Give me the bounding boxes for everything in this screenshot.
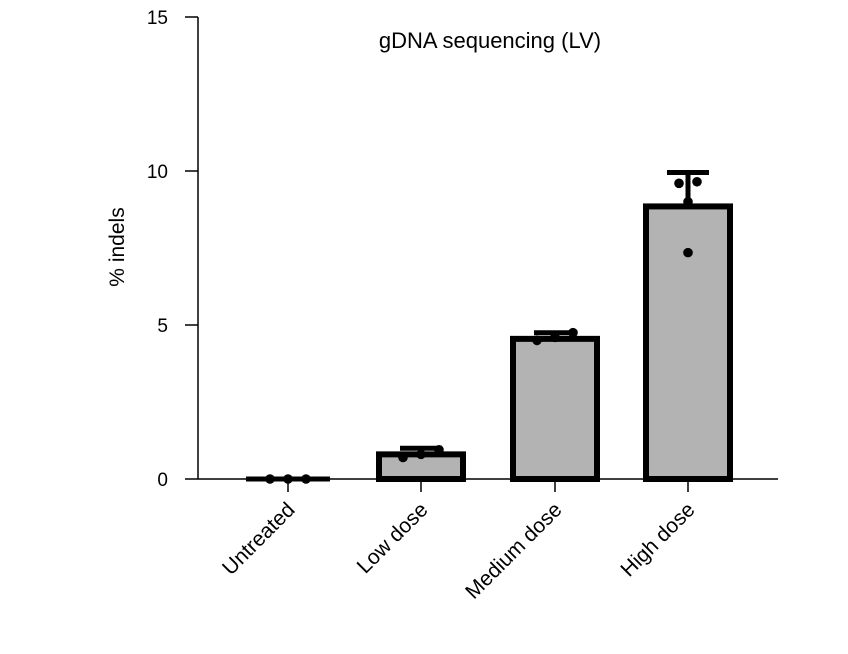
data-point [568, 327, 578, 338]
bar [510, 335, 600, 482]
data-point [283, 474, 293, 484]
y-tick-label: 10 [147, 162, 168, 183]
y-tick-label: 15 [147, 8, 168, 29]
bar [643, 203, 733, 482]
x-tick-labels: Untreated Low dose Medium dose High dose [218, 498, 699, 603]
data-point [532, 335, 542, 346]
y-tick-label: 5 [157, 316, 168, 337]
data-point [265, 474, 275, 484]
data-point [550, 332, 560, 343]
data-point [416, 449, 426, 460]
bars [246, 203, 733, 482]
y-tick-label: 0 [157, 470, 168, 491]
data-point [398, 452, 408, 463]
x-tick-label: Low dose [353, 498, 433, 578]
data-point [434, 444, 444, 455]
x-tick-label: Medium dose [461, 498, 566, 603]
x-tick-label: High dose [616, 498, 699, 581]
y-ticks: 0 5 10 15 [147, 8, 198, 491]
data-points [265, 176, 702, 484]
y-axis-label: % indels [106, 207, 129, 286]
chart-title: gDNA sequencing (LV) [379, 28, 601, 53]
data-point [683, 247, 693, 258]
x-tick-label: Untreated [218, 498, 299, 579]
data-point [692, 176, 702, 187]
data-point [683, 197, 693, 207]
data-point [674, 178, 684, 189]
data-point [301, 474, 311, 484]
